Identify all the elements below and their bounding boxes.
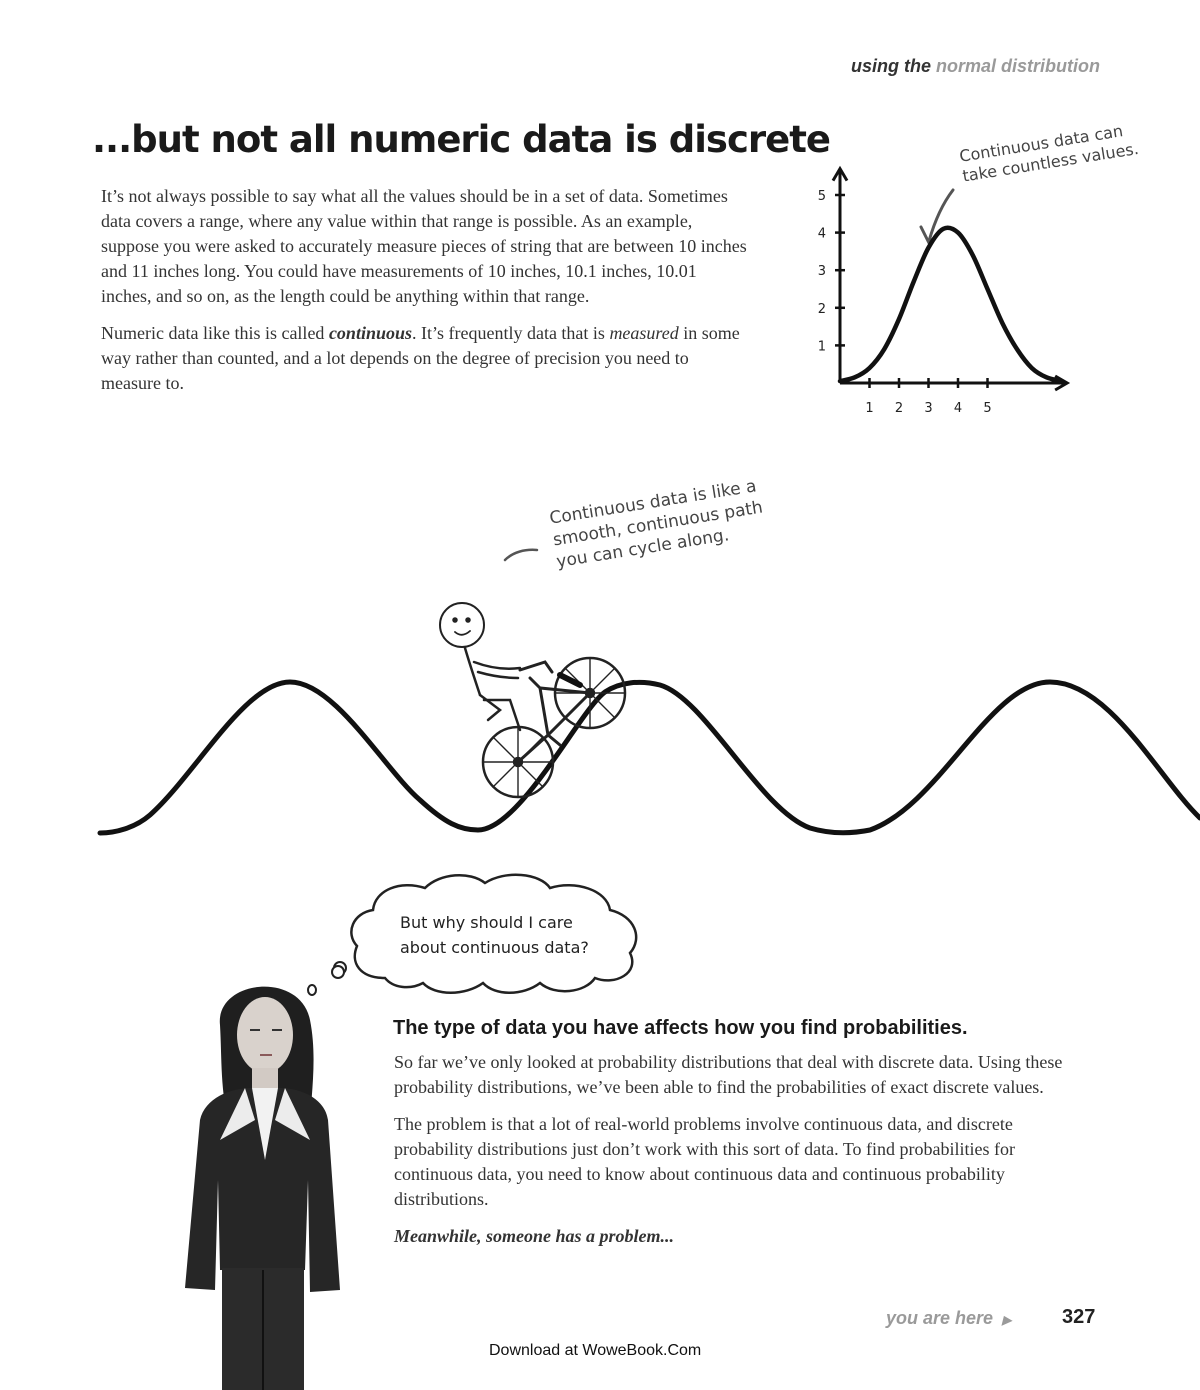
running-head: using the normal distribution	[851, 56, 1100, 77]
y-tick-label: 3	[818, 264, 826, 279]
section2-kicker: Meanwhile, someone has a problem...	[394, 1226, 675, 1246]
intro-paragraph-1: It’s not always possible to say what all…	[101, 186, 747, 306]
intro-p2-before: Numeric data like this is called	[101, 323, 329, 343]
y-tick-label: 1	[818, 339, 826, 354]
running-head-accent: normal distribution	[936, 56, 1100, 76]
intro-text: It’s not always possible to say what all…	[101, 184, 751, 408]
continuous-path-line	[97, 679, 1200, 836]
you-are-here: you are here ▶	[886, 1308, 1011, 1329]
x-axis-ticks: 1 2 3 4 5	[865, 378, 992, 416]
page-number: 327	[1062, 1306, 1096, 1328]
thought-line-1: But why should I care	[400, 913, 573, 932]
section-heading: The type of data you have affects how yo…	[393, 1017, 968, 1039]
x-axis-arrow-icon	[1054, 374, 1071, 392]
y-tick-label: 4	[818, 227, 826, 242]
wavy-path-illustration	[97, 602, 1200, 836]
cyclist-icon	[439, 602, 627, 799]
intro-p2-after: in some way rather than counted, and a l…	[101, 323, 740, 393]
running-head-prefix: using the	[850, 56, 931, 76]
download-credit: Download at WoweBook.Com	[489, 1342, 702, 1359]
continuous-data-chart: 1 2 3 4 5 1 2 3 4 5	[818, 165, 1071, 416]
continuous-term: continuous	[328, 323, 412, 343]
intro-paragraph-2: Numeric data like this is called continu…	[101, 321, 751, 396]
x-tick-label: 1	[865, 401, 873, 416]
thought-bubble-text: But why should I care about continuous d…	[400, 910, 610, 960]
section2-paragraph-2: The problem is that a lot of real-world …	[394, 1114, 1016, 1209]
page-title: ...but not all numeric data is discrete	[92, 118, 831, 161]
y-axis-ticks: 1 2 3 4 5	[818, 189, 845, 354]
arrow-right-icon: ▶	[1002, 1313, 1012, 1327]
x-tick-label: 2	[895, 401, 903, 416]
chart-annotation: Continuous data can take countless value…	[958, 119, 1140, 186]
chart-series	[837, 225, 1064, 384]
measured-term: measured	[609, 323, 679, 343]
thought-bubble	[333, 873, 638, 994]
bike-annotation: Continuous data is like a smooth, contin…	[548, 475, 768, 573]
woman-photo	[185, 986, 340, 1390]
x-tick-label: 5	[983, 401, 991, 416]
y-tick-label: 2	[818, 302, 826, 317]
thought-line-2: about continuous data?	[400, 938, 589, 957]
section2-text: So far we’ve only looked at probability …	[394, 1050, 1074, 1261]
distribution-curve	[837, 225, 1064, 384]
chart-axes	[831, 165, 1071, 392]
you-are-here-label: you are here	[886, 1308, 994, 1328]
annotation-pointer-icon	[503, 548, 539, 562]
intro-p2-middle: . It’s frequently data that is	[411, 323, 610, 343]
y-tick-label: 5	[818, 189, 826, 204]
x-tick-label: 3	[924, 401, 932, 416]
section2-paragraph-1: So far we’ve only looked at probability …	[394, 1052, 1063, 1097]
y-axis-arrow-icon	[831, 165, 849, 182]
x-tick-label: 4	[954, 401, 962, 416]
thought-dots	[307, 965, 345, 996]
